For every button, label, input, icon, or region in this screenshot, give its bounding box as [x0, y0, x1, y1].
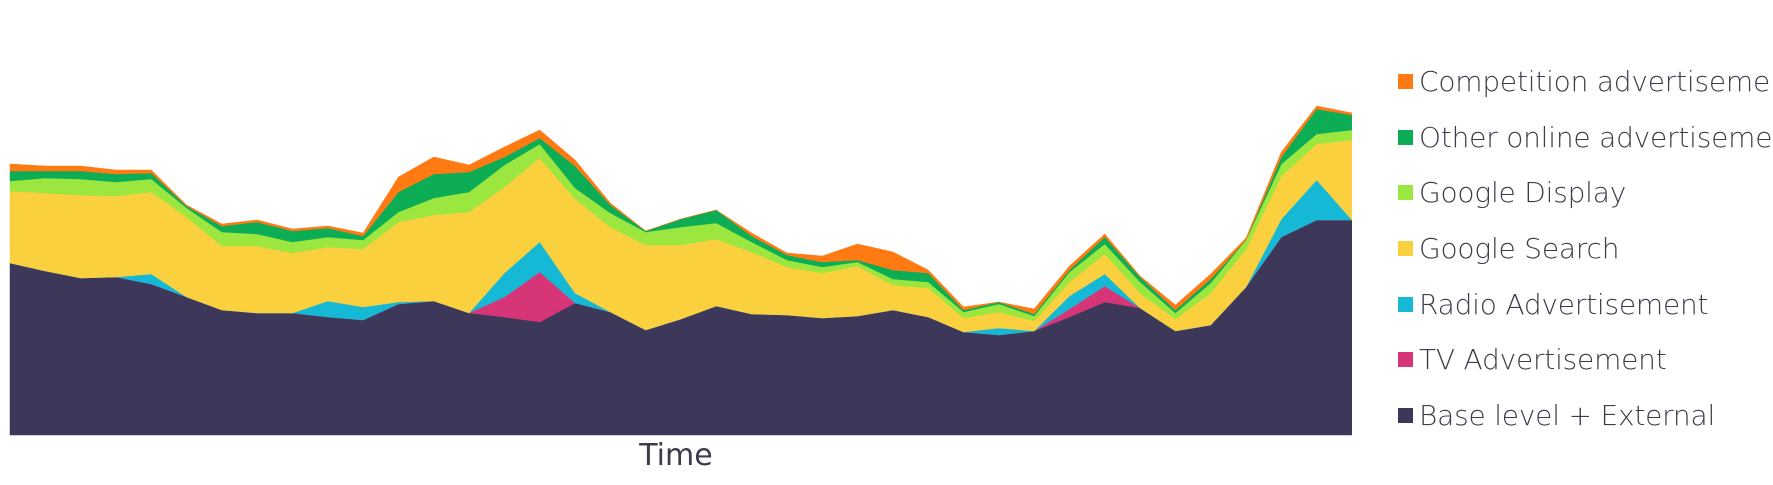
legend-item: TV Advertisement: [1398, 332, 1773, 388]
area-series-competition-advertisement: [9, 105, 1352, 315]
legend-label: Google Search: [1419, 232, 1620, 266]
legend-label: Base level + External: [1419, 398, 1716, 432]
legend-item: Base level + External: [1398, 388, 1773, 444]
legend-item: Radio Advertisement: [1398, 276, 1773, 332]
legend-swatch: [1398, 407, 1413, 423]
legend-label: Radio Advertisement: [1419, 287, 1709, 321]
legend-label: TV Advertisement: [1419, 343, 1667, 377]
legend-label: Competition advertisement: [1419, 65, 1773, 99]
stacked-area-chart: [9, 105, 1352, 436]
x-axis-label: Time: [639, 438, 713, 473]
legend-item: Google Display: [1398, 165, 1773, 221]
chart-legend: Competition advertisement Other online ad…: [1398, 54, 1773, 443]
legend-swatch: [1398, 352, 1413, 368]
legend-swatch: [1398, 129, 1413, 145]
legend-swatch: [1398, 296, 1413, 312]
legend-label: Google Display: [1419, 176, 1627, 210]
legend-label: Other online advertisement: [1419, 120, 1773, 154]
legend-item: Other online advertisement: [1398, 110, 1773, 166]
legend-swatch: [1398, 185, 1413, 201]
legend-swatch: [1398, 241, 1413, 257]
legend-swatch: [1398, 74, 1413, 90]
legend-item: Competition advertisement: [1398, 54, 1773, 110]
legend-item: Google Search: [1398, 221, 1773, 277]
